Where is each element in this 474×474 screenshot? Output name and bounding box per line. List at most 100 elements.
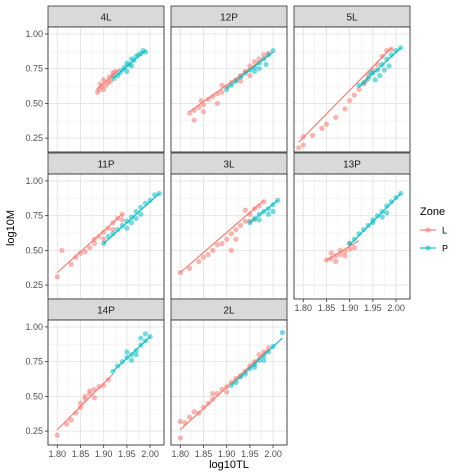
data-point-P bbox=[351, 236, 357, 242]
data-point-P bbox=[261, 357, 267, 363]
data-point-L bbox=[219, 82, 225, 88]
fit-line-P bbox=[112, 50, 146, 79]
y-tick-label: 1.00 bbox=[25, 29, 43, 39]
data-point-P bbox=[393, 48, 399, 54]
data-point-L bbox=[186, 110, 193, 116]
data-point-L bbox=[342, 106, 348, 112]
data-point-P bbox=[279, 329, 285, 336]
y-tick-label: 0.25 bbox=[25, 426, 43, 436]
data-point-L bbox=[214, 100, 220, 106]
fit-line-L bbox=[298, 47, 392, 143]
fit-line-P bbox=[230, 337, 283, 386]
x-tick-label: 2.00 bbox=[264, 449, 282, 459]
x-tick-label: 1.95 bbox=[241, 449, 259, 459]
fit-line-P bbox=[112, 336, 151, 372]
data-point-L bbox=[205, 400, 211, 406]
data-point-L bbox=[101, 229, 107, 235]
x-tick-label: 1.95 bbox=[364, 303, 382, 313]
data-point-L bbox=[196, 258, 202, 265]
facet-panel-5L: 5L bbox=[293, 5, 411, 153]
panel-border bbox=[170, 26, 288, 153]
data-point-L bbox=[342, 249, 348, 255]
facet-strip-label: 14P bbox=[97, 306, 115, 317]
data-point-L bbox=[238, 222, 244, 228]
x-tick-label: 2.00 bbox=[141, 449, 159, 459]
data-point-P bbox=[147, 197, 153, 203]
data-point-L bbox=[219, 240, 225, 247]
data-point-L bbox=[119, 217, 125, 223]
y-tick-label: 1.00 bbox=[25, 322, 43, 332]
data-point-P bbox=[270, 208, 276, 215]
data-point-P bbox=[256, 66, 262, 72]
data-point-L bbox=[105, 377, 111, 383]
axis-titles: log10TL log10M bbox=[5, 210, 249, 471]
data-point-L bbox=[101, 86, 107, 93]
fit-line-P bbox=[349, 193, 402, 246]
data-point-P bbox=[251, 364, 258, 370]
data-point-P bbox=[347, 240, 353, 247]
data-point-L bbox=[200, 102, 207, 108]
data-point-P bbox=[381, 67, 388, 73]
fit-line-L bbox=[326, 240, 360, 261]
data-point-L bbox=[210, 93, 216, 100]
y-tick-label: 0.75 bbox=[25, 64, 43, 74]
data-point-L bbox=[256, 203, 262, 209]
data-point-L bbox=[333, 253, 339, 259]
x-tick-label: 1.80 bbox=[172, 449, 190, 459]
data-point-L bbox=[77, 250, 84, 256]
data-point-P bbox=[121, 64, 128, 70]
x-tick-label: 1.90 bbox=[95, 449, 113, 459]
data-point-P bbox=[384, 210, 390, 216]
data-point-P bbox=[370, 220, 376, 226]
legend-key-L bbox=[420, 222, 436, 238]
y-tick-label: 0.75 bbox=[25, 357, 43, 367]
panel-border bbox=[170, 319, 288, 446]
data-point-L bbox=[186, 414, 193, 420]
data-point-L bbox=[59, 247, 65, 253]
facet-panel-13P: 13P 1.80 1.85 1.90 1.95 2.00 bbox=[293, 152, 411, 313]
data-point-P bbox=[124, 349, 130, 355]
data-point-L bbox=[101, 77, 107, 83]
facet-panel-2L: 2L 1.80 1.85 1.90 1.95 2.00 bbox=[170, 298, 288, 459]
panel-plot-area bbox=[171, 174, 287, 299]
fit-line-L bbox=[179, 348, 269, 431]
panel-plot-area bbox=[294, 174, 410, 299]
data-point-P bbox=[124, 218, 130, 224]
data-point-P bbox=[256, 217, 262, 223]
data-point-P bbox=[115, 363, 121, 369]
data-point-L bbox=[256, 56, 262, 62]
data-point-P bbox=[115, 226, 121, 233]
data-point-L bbox=[73, 254, 79, 260]
data-point-L bbox=[300, 142, 306, 148]
data-point-L bbox=[68, 261, 74, 267]
data-point-P bbox=[377, 73, 383, 79]
data-point-P bbox=[119, 359, 125, 365]
data-point-L bbox=[210, 396, 216, 402]
y-tick-label: 0.50 bbox=[25, 245, 43, 255]
data-point-L bbox=[91, 395, 97, 401]
data-point-L bbox=[63, 421, 70, 427]
data-point-L bbox=[224, 389, 230, 395]
data-point-P bbox=[379, 214, 385, 220]
legend-key-point bbox=[425, 245, 431, 251]
data-point-L bbox=[182, 420, 188, 426]
panel-border bbox=[293, 26, 411, 153]
facet-panel-4L: 4L 0.25 0.50 0.75 1.00 bbox=[25, 5, 165, 153]
panel-border bbox=[293, 173, 411, 300]
data-point-P bbox=[128, 63, 135, 69]
data-point-L bbox=[333, 114, 339, 120]
y-tick-label: 1.00 bbox=[25, 176, 43, 186]
data-point-L bbox=[347, 98, 353, 104]
data-point-L bbox=[342, 253, 348, 259]
data-point-P bbox=[356, 82, 362, 88]
data-point-L bbox=[110, 226, 116, 233]
y-axis-title: log10M bbox=[5, 210, 17, 246]
data-point-L bbox=[191, 117, 197, 123]
data-point-L bbox=[388, 46, 395, 52]
x-tick-label: 2.00 bbox=[387, 303, 405, 313]
data-point-L bbox=[200, 109, 207, 115]
data-point-L bbox=[200, 254, 207, 260]
y-tick-label: 0.50 bbox=[25, 98, 43, 108]
legend-title: Zone bbox=[420, 206, 445, 218]
data-point-L bbox=[96, 384, 102, 390]
